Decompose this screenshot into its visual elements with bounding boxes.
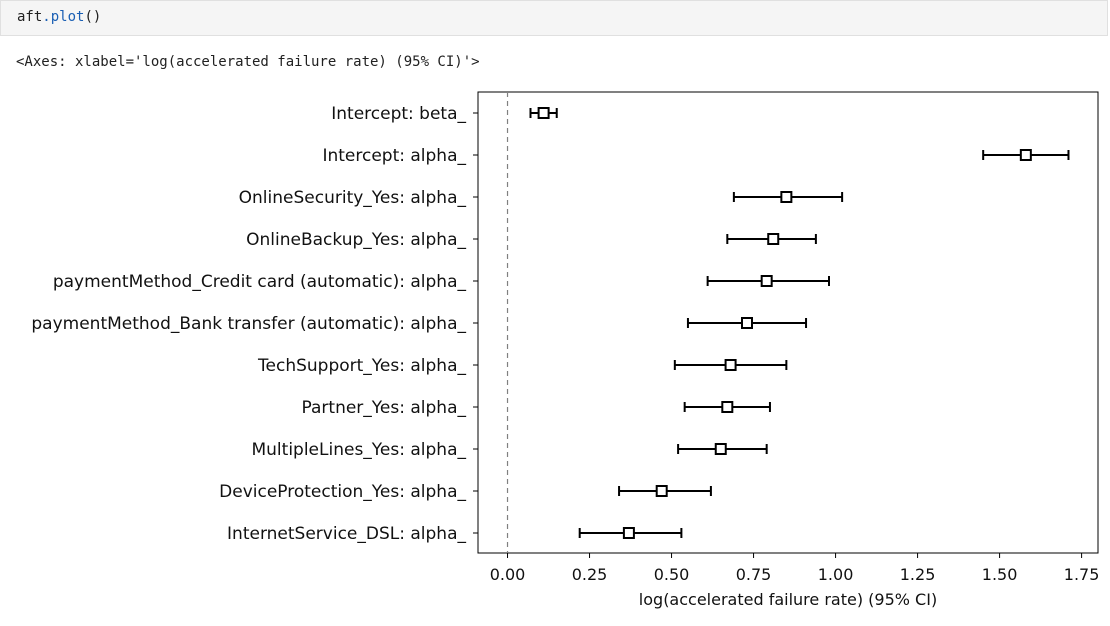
- coefficient-marker: [714, 443, 727, 455]
- code-parens: (): [84, 9, 102, 25]
- coefficient-marker: [767, 233, 780, 245]
- y-tick-label: TechSupport_Yes: alpha_: [257, 356, 466, 376]
- x-tick-label: 0.00: [490, 565, 526, 584]
- coefficient-marker: [721, 401, 734, 413]
- y-tick-label: OnlineBackup_Yes: alpha_: [246, 230, 466, 250]
- x-tick-label: 1.50: [982, 565, 1018, 584]
- coefficient-row: paymentMethod_Bank transfer (automatic):…: [31, 314, 808, 334]
- coefficient-row: InternetService_DSL: alpha_: [227, 524, 683, 544]
- coefficient-row: OnlineSecurity_Yes: alpha_: [239, 188, 844, 208]
- y-tick-label: InternetService_DSL: alpha_: [227, 524, 466, 544]
- code-cell[interactable]: aft.plot(): [0, 0, 1108, 36]
- coefficient-row: DeviceProtection_Yes: alpha_: [219, 482, 712, 502]
- x-tick-label: 0.50: [654, 565, 690, 584]
- x-axis-label: log(accelerated failure rate) (95% CI): [639, 590, 937, 609]
- coefficient-row: OnlineBackup_Yes: alpha_: [246, 230, 817, 250]
- x-tick-label: 1.25: [900, 565, 936, 584]
- coefficient-row: Intercept: alpha_: [322, 146, 1070, 166]
- coefficient-marker: [724, 359, 737, 371]
- y-tick-label: paymentMethod_Credit card (automatic): a…: [53, 272, 467, 292]
- y-tick-label: Intercept: alpha_: [322, 146, 466, 166]
- x-tick-label: 0.25: [572, 565, 608, 584]
- coefficient-row: Intercept: beta_: [331, 104, 558, 124]
- coefficient-row: Partner_Yes: alpha_: [302, 398, 771, 418]
- x-tick-label: 0.75: [736, 565, 772, 584]
- coefficient-row: paymentMethod_Credit card (automatic): a…: [53, 272, 831, 292]
- y-tick-label: Partner_Yes: alpha_: [302, 398, 467, 418]
- y-tick-label: DeviceProtection_Yes: alpha_: [219, 482, 466, 502]
- y-tick-label: OnlineSecurity_Yes: alpha_: [239, 188, 467, 208]
- coefficient-marker: [780, 191, 793, 203]
- cell-output-text: <Axes: xlabel='log(accelerated failure r…: [16, 54, 480, 70]
- y-tick-label: paymentMethod_Bank transfer (automatic):…: [31, 314, 466, 334]
- code-function: .plot: [42, 9, 85, 25]
- coefficient-row: MultipleLines_Yes: alpha_: [251, 440, 768, 460]
- coefficient-marker: [655, 485, 668, 497]
- x-tick-label: 1.00: [818, 565, 854, 584]
- y-tick-label: Intercept: beta_: [331, 104, 466, 124]
- x-tick-label: 1.75: [1064, 565, 1100, 584]
- coefficient-marker: [622, 527, 635, 539]
- code-line[interactable]: aft.plot(): [17, 9, 101, 25]
- code-variable: aft: [17, 9, 43, 25]
- coefficient-marker: [537, 107, 550, 119]
- y-tick-label: MultipleLines_Yes: alpha_: [251, 440, 466, 460]
- coefficient-marker: [1019, 149, 1032, 161]
- coefficient-row: TechSupport_Yes: alpha_: [257, 356, 788, 376]
- coefficient-marker: [760, 275, 773, 287]
- coefficient-marker: [740, 317, 753, 329]
